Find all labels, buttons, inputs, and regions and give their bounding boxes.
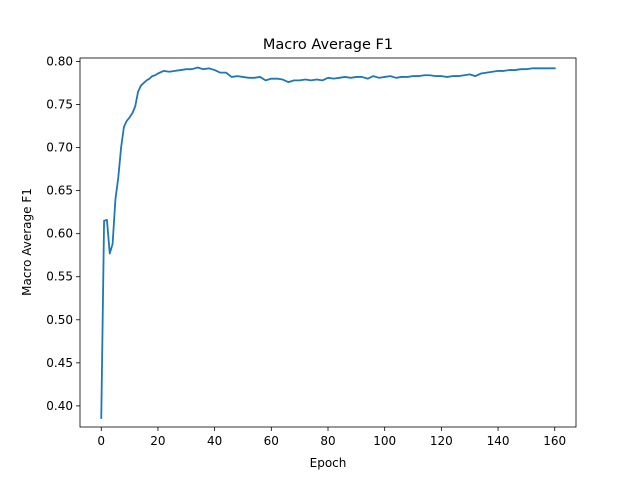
- y-tick-label: 0.55: [46, 270, 73, 284]
- x-tick-label: 60: [264, 434, 279, 448]
- chart-title: Macro Average F1: [263, 37, 393, 53]
- x-axis-label: Epoch: [310, 456, 347, 470]
- y-tick-label: 0.65: [46, 184, 73, 198]
- x-tick-label: 20: [150, 434, 165, 448]
- x-tick-label: 40: [207, 434, 222, 448]
- series-line: [100, 66, 556, 419]
- y-axis-label: Macro Average F1: [20, 188, 34, 296]
- x-tick-label: 0: [97, 434, 105, 448]
- y-tick-label: 0.50: [46, 313, 73, 327]
- y-tick-label: 0.40: [46, 399, 73, 413]
- x-tick-label: 120: [430, 434, 453, 448]
- y-axis-ticks: 0.40 0.45 0.50 0.55 0.60 0.65 0.70 0.75 0.80: [46, 54, 80, 413]
- x-axis-ticks: 0 20 40 60 80 100 120 140 160: [97, 427, 566, 448]
- y-tick-label: 0.80: [46, 54, 73, 68]
- y-tick-label: 0.60: [46, 227, 73, 241]
- x-tick-label: 140: [487, 434, 510, 448]
- x-tick-label: 160: [543, 434, 566, 448]
- y-tick-label: 0.75: [46, 98, 73, 112]
- plot-area: [100, 66, 556, 419]
- x-tick-label: 100: [373, 434, 396, 448]
- x-tick-label: 80: [320, 434, 335, 448]
- y-tick-label: 0.70: [46, 141, 73, 155]
- axes-frame: [79, 57, 577, 428]
- y-tick-label: 0.45: [46, 356, 73, 370]
